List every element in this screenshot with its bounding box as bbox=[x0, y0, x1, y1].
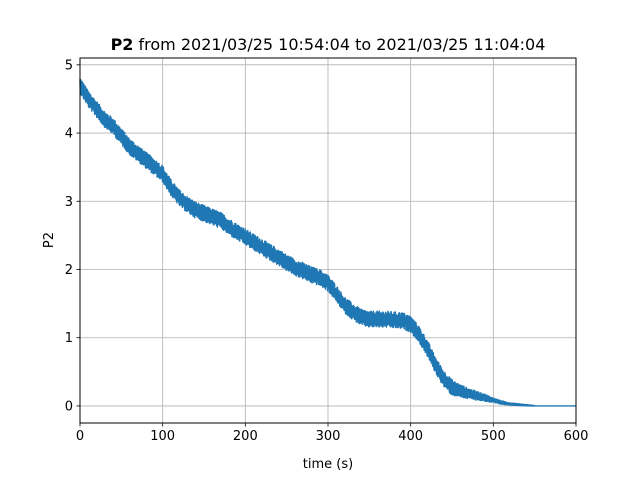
grid bbox=[79, 58, 577, 423]
x-tick-label: 0 bbox=[76, 429, 84, 444]
chart-title-rest: from 2021/03/25 10:54:04 to 2021/03/25 1… bbox=[133, 35, 545, 54]
chart-title-bold: P2 bbox=[111, 35, 134, 54]
x-tick-label: 500 bbox=[481, 429, 506, 444]
y-tick-label: 1 bbox=[65, 331, 73, 346]
y-tick-label: 0 bbox=[65, 399, 73, 414]
y-tick-label: 4 bbox=[65, 127, 73, 142]
x-tick-label: 600 bbox=[564, 429, 589, 444]
y-tick-label: 3 bbox=[65, 195, 73, 210]
x-tick-label: 100 bbox=[150, 429, 175, 444]
series-line bbox=[79, 78, 577, 407]
y-tick-label: 5 bbox=[65, 58, 73, 73]
y-tick-label: 2 bbox=[65, 263, 73, 278]
x-tick-label: 400 bbox=[398, 429, 423, 444]
x-tick-label: 200 bbox=[233, 429, 258, 444]
chart-title: P2 from 2021/03/25 10:54:04 to 2021/03/2… bbox=[111, 35, 546, 54]
x-axis-ticks: 0 100 200 300 400 500 600 bbox=[76, 423, 589, 444]
series-layer bbox=[79, 78, 577, 407]
y-axis-label: P2 bbox=[42, 232, 57, 248]
x-axis-label: time (s) bbox=[303, 457, 353, 472]
x-tick-label: 300 bbox=[316, 429, 341, 444]
y-axis-ticks: 0 1 2 3 4 5 bbox=[65, 58, 80, 414]
